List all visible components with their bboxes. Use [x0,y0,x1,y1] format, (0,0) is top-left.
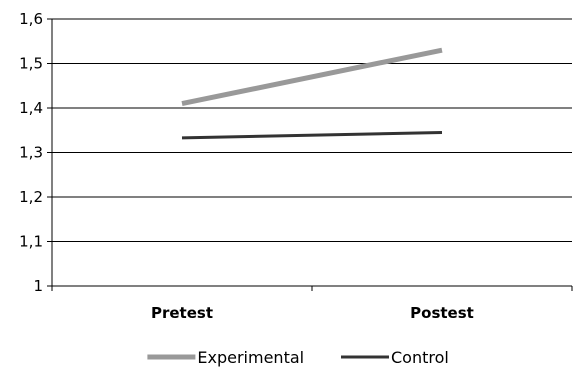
y-tick-label: 1 [33,277,43,295]
series-line-control [181,130,443,140]
y-axis-ticks: 1 1,1 1,2 1,3 1,4 1,5 1,6 [19,10,52,295]
legend-label: Experimental [197,348,304,367]
legend-label: Control [391,348,449,367]
legend: Experimental Control [147,348,449,367]
y-tick-label: 1,4 [19,99,43,117]
y-tick-label: 1,6 [19,10,43,28]
x-axis-ticks: Pretest Postest [51,286,573,322]
y-tick-label: 1,1 [19,233,43,251]
x-tick-label: Postest [410,304,474,322]
y-tick-label: 1,3 [19,144,43,162]
y-tick-label: 1,5 [19,55,43,73]
series-line-experimental [181,47,443,106]
series-lines [181,47,443,140]
y-tick-label: 1,2 [19,188,43,206]
gridlines [52,18,572,242]
x-tick-label: Pretest [151,304,213,322]
